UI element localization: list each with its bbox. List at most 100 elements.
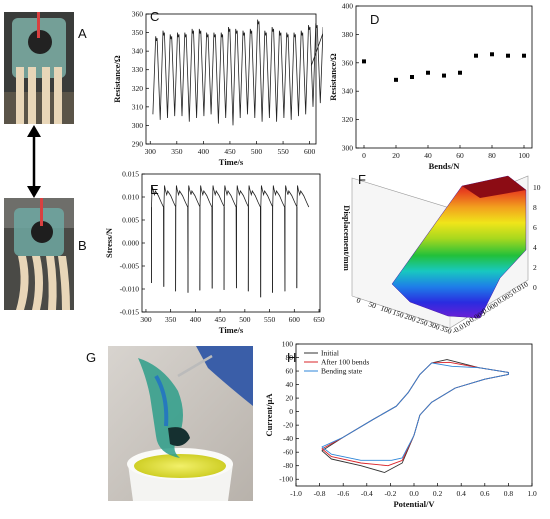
y-tick-label: -0.005	[120, 262, 140, 271]
x-tick-label: 0.0	[409, 489, 419, 498]
y-tick-label: 0.005	[122, 216, 139, 225]
x-tick-label: 350	[165, 315, 177, 324]
x-tick-label: 350	[439, 323, 453, 335]
y-axis-title: Resistance/Ω	[328, 53, 338, 101]
chart-h: -1.0 -0.8 -0.6 -0.4 -0.2 0.0 0.2 0.4 0.6 0.8 1.0 -1…	[264, 340, 537, 510]
y-tick-label: 300	[132, 121, 144, 130]
x-tick-label: 0.6	[480, 489, 490, 498]
x-tick-label: 500	[239, 315, 251, 324]
surface	[391, 175, 527, 319]
y-tick-label: 0	[289, 407, 293, 416]
x-tick-label: 80	[488, 151, 496, 160]
y-tick-label: 60	[286, 367, 294, 376]
y-tick-label: 330	[132, 65, 144, 74]
x-tick-label: 450	[214, 315, 226, 324]
x-tick-label: 1.0	[527, 489, 537, 498]
x-tick-label: -0.2	[384, 489, 396, 498]
x-tick-label: 20	[392, 151, 400, 160]
x-tick-label: 500	[251, 147, 263, 156]
legend-label: After 100 bends	[321, 358, 369, 367]
y-tick-label: -100	[279, 475, 293, 484]
x-tick-label: 300	[427, 319, 441, 331]
y-tick-label: 20	[286, 394, 294, 403]
photo-b	[4, 198, 74, 310]
z-tick-label: 6	[533, 223, 537, 232]
label-c: C	[150, 9, 160, 24]
x-tick-label: 550	[264, 315, 276, 324]
x-tick-label: 350	[171, 147, 183, 156]
x-tick-label: 600	[289, 315, 301, 324]
y-tick-label: 340	[132, 47, 144, 56]
photo-g	[108, 346, 253, 501]
y-tick-label: 0.015	[122, 170, 139, 179]
y-tick-label: -60	[283, 448, 293, 457]
x-tick-label: 150	[391, 307, 405, 319]
series-line	[152, 19, 323, 126]
label-a: A	[78, 26, 87, 41]
x-tick-label: 550	[277, 147, 289, 156]
x-tick-label: -0.4	[361, 489, 373, 498]
data-point	[458, 70, 462, 75]
x-tick-label: 100	[518, 151, 530, 160]
z-tick-label: 2	[533, 263, 537, 272]
cv-curve	[321, 362, 509, 461]
x-tick-label: 0	[355, 295, 362, 305]
x-tick-label: 400	[198, 147, 210, 156]
x-tick-label: 0.4	[457, 489, 467, 498]
y-axis-title: Stress/N	[104, 227, 114, 258]
z-axis-title: Displacement/mm	[342, 205, 352, 271]
x-tick-label: 60	[456, 151, 464, 160]
y-tick-label: 340	[342, 87, 354, 96]
x-tick-label: 100	[379, 303, 393, 315]
x-tick-label: 450	[224, 147, 236, 156]
plot-frame	[141, 173, 321, 313]
series-line	[151, 185, 310, 298]
label-e: E	[150, 182, 159, 197]
photo-a	[4, 12, 74, 124]
label-b: B	[78, 238, 87, 253]
chart-d: 0 20 40 60 80 100 300 320 340 360 380 400 Bends/N Res…	[328, 2, 533, 170]
y-tick-label: 300	[342, 144, 354, 153]
surface-top	[462, 176, 526, 198]
y-axis-title: Current/μA	[264, 393, 274, 437]
label-g: G	[86, 350, 97, 365]
x-tick-label: 50	[367, 299, 377, 310]
x-tick-label: 650	[313, 315, 325, 324]
x-tick-label: 0.2	[433, 489, 443, 498]
x-tick-label: 0.8	[504, 489, 514, 498]
data-point	[522, 53, 526, 58]
chart-e: 300 350 400 450 500 550 600 650 -0.015 -0.010 -0.0…	[104, 170, 325, 336]
y-tick-label: 320	[342, 115, 354, 124]
x-tick-label: -1.0	[290, 489, 302, 498]
y-tick-label: 350	[132, 28, 144, 37]
chart-c: 300 350 400 450 500 550 6002903003103203303403…	[112, 10, 323, 167]
y-tick-label: 360	[342, 58, 354, 67]
legend-label: Bending state	[321, 367, 363, 376]
y-tick-label: 310	[132, 102, 144, 111]
x-tick-label: 300	[140, 315, 152, 324]
y-tick-label: -80	[283, 461, 293, 470]
y-axis-title: Resistance/Ω	[112, 55, 122, 103]
y-tick-label: -20	[283, 421, 293, 430]
x-tick-label: -0.8	[314, 489, 326, 498]
cv-curve	[321, 359, 509, 473]
x-tick-label: -0.6	[337, 489, 349, 498]
z-tick-label: 10	[533, 183, 541, 192]
cv-curve	[321, 361, 509, 467]
x-axis-title: Time/s	[219, 325, 244, 335]
y-tick-label: 290	[132, 140, 144, 149]
x-tick-label: 40	[424, 151, 432, 160]
data-point	[362, 59, 366, 64]
z-tick-label: 8	[533, 203, 537, 212]
z-tick-label: 0	[533, 283, 537, 292]
x-tick-label: 600	[304, 147, 316, 156]
label-f: F	[358, 172, 366, 187]
plot-frame	[145, 13, 317, 145]
x-tick-label: 0	[362, 151, 366, 160]
data-point	[426, 70, 430, 75]
x-axis-title: Bends/N	[429, 161, 461, 170]
y-tick-label: 0.000	[122, 239, 139, 248]
data-point	[474, 53, 478, 58]
data-point	[394, 77, 398, 82]
y-tick-label: -40	[283, 434, 293, 443]
